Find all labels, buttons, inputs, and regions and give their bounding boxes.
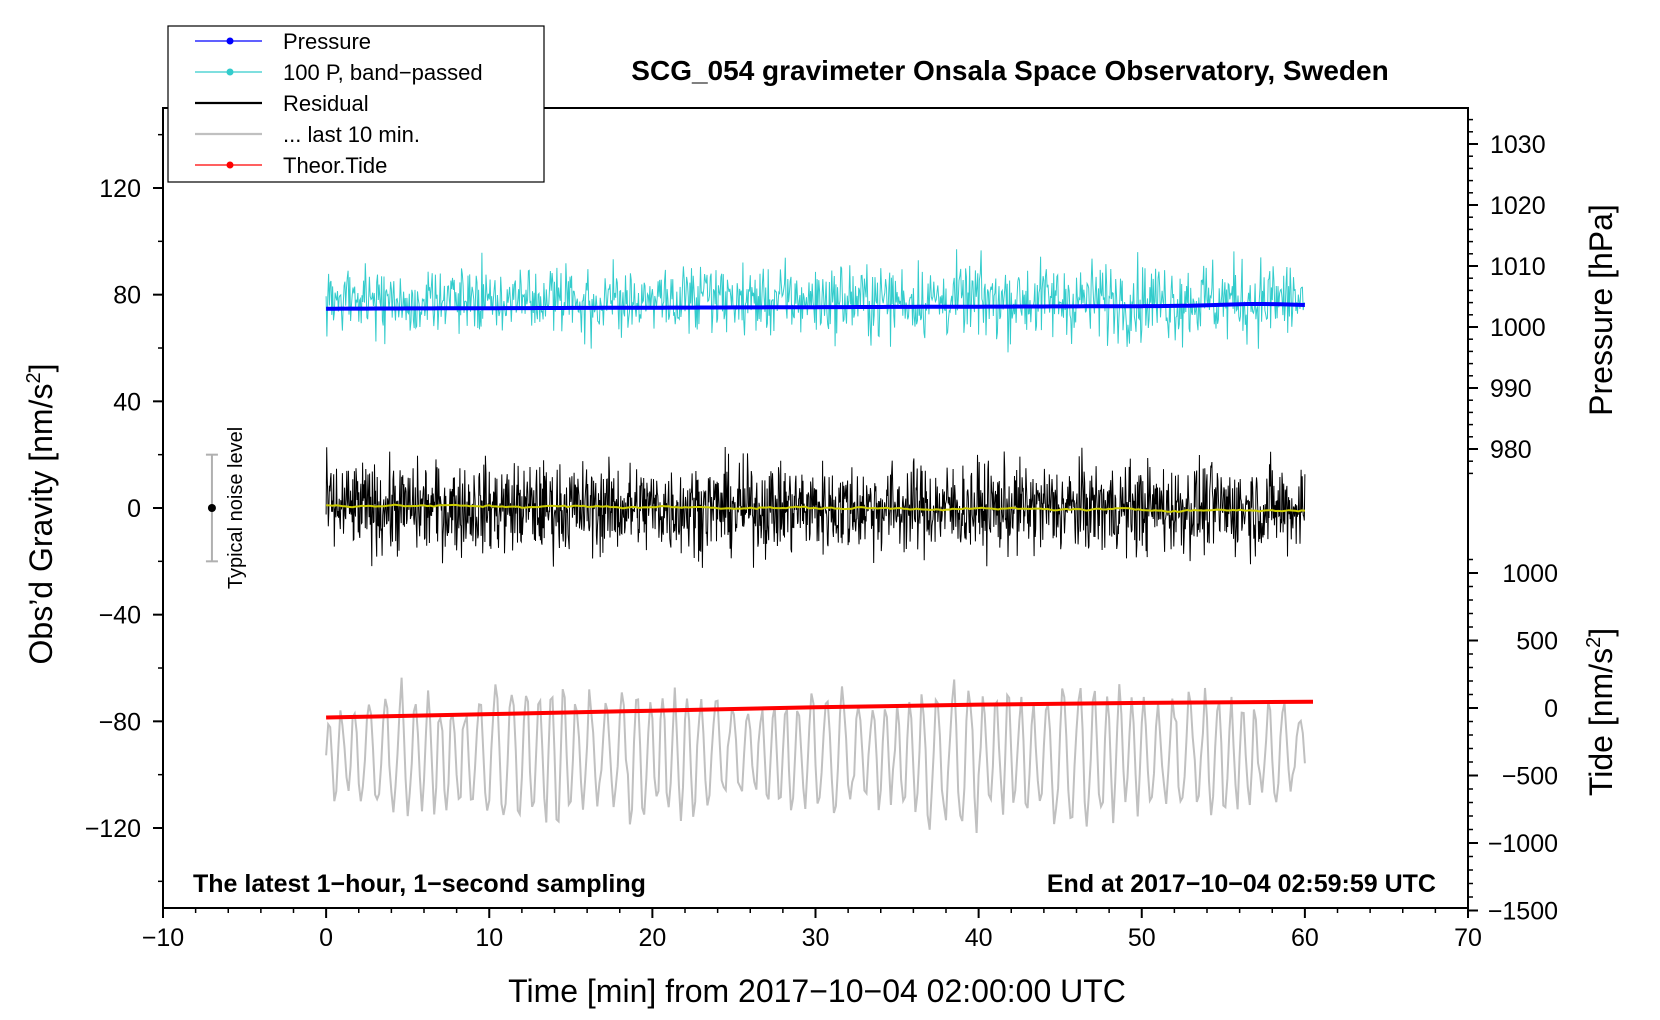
series-theoretical-tide [326, 699, 1314, 720]
legend-label-2: Residual [283, 91, 369, 116]
legend: Pressure 100 P, band−passed Residual ... la… [167, 25, 545, 183]
pressure-tick-label-2: 1000 [1490, 314, 1546, 342]
tide-tick-label-1: −1000 [1488, 830, 1558, 858]
legend-marker-0 [226, 37, 234, 45]
y-tick-label-2: −40 [99, 602, 141, 630]
x-tick-label-6: 50 [1128, 924, 1156, 952]
tide-tick-label-5: 1000 [1502, 560, 1558, 588]
series-layer [325, 249, 1314, 834]
y-tick-label-1: −80 [99, 708, 141, 736]
legend-marker-1 [226, 68, 234, 76]
y-tick-label-4: 40 [113, 388, 141, 416]
tide-tick-label-4: 500 [1516, 628, 1558, 656]
tide-axis-title: Tide [nm/s2] [1583, 628, 1619, 796]
pressure-tick-label-0: 980 [1490, 436, 1532, 464]
y-tick-label-5: 80 [113, 282, 141, 310]
x-tick-label-4: 30 [802, 924, 830, 952]
legend-label-4: Theor.Tide [283, 153, 387, 178]
pressure-axis-title: Pressure [hPa] [1583, 204, 1619, 416]
y-axis-title-main: Obs’d Gravity [nm/s [23, 384, 59, 665]
legend-label-1: 100 P, band−passed [283, 60, 483, 85]
pressure-tick-label-5: 1030 [1490, 131, 1546, 159]
series-residual [325, 446, 1306, 568]
pressure-tick-label-3: 1010 [1490, 253, 1546, 281]
noise-center-dot [207, 504, 216, 512]
tide-tick-label-0: −1500 [1488, 898, 1558, 926]
tide-axis-title-main: Tide [nm/s [1583, 648, 1619, 796]
y-axis-title-sup: 2 [23, 372, 45, 383]
footer-end-time: End at 2017−10−04 02:59:59 UTC [1047, 870, 1436, 898]
y-axis-title: Obs’d Gravity [nm/s2] [23, 364, 59, 665]
x-tick-label-5: 40 [965, 924, 993, 952]
series-residual-smoothed [326, 503, 1306, 513]
legend-label-3: ... last 10 min. [283, 122, 420, 147]
pressure-tick-label-1: 990 [1490, 375, 1532, 403]
y-axis-title-close: ] [23, 364, 59, 373]
tide-tick-label-2: −500 [1502, 763, 1558, 791]
axes-layer: −10 0 10 20 30 40 50 60 70−120−80−40040801209809… [85, 118, 1558, 952]
pressure-tick-label-4: 1020 [1490, 192, 1546, 220]
series-band-passed-pressure [325, 249, 1306, 353]
y-tick-label-6: 120 [99, 175, 141, 203]
y-tick-label-0: −120 [85, 815, 141, 843]
x-tick-label-7: 60 [1291, 924, 1319, 952]
noise-level-label: Typical noise level [225, 427, 247, 589]
chart-title: SCG_054 gravimeter Onsala Space Observat… [631, 55, 1388, 86]
y-tick-label-3: 0 [127, 495, 141, 523]
footer-sampling-note: The latest 1−hour, 1−second sampling [193, 870, 646, 898]
legend-marker-4 [226, 161, 234, 169]
x-tick-label-3: 20 [638, 924, 666, 952]
tide-axis-title-close: ] [1583, 628, 1619, 637]
noise-indicator [205, 453, 218, 563]
tide-tick-label-3: 0 [1544, 695, 1558, 723]
series-pressure [326, 302, 1305, 311]
x-tick-label-1: 0 [319, 924, 333, 952]
x-tick-label-8: 70 [1454, 924, 1482, 952]
x-tick-label-2: 10 [475, 924, 503, 952]
x-axis-title: Time [min] from 2017−10−04 02:00:00 UTC [508, 973, 1126, 1009]
legend-label-0: Pressure [283, 29, 371, 54]
tide-axis-title-sup: 2 [1583, 637, 1605, 648]
series-last-10-min [325, 677, 1306, 834]
x-tick-label-0: −10 [142, 924, 184, 952]
